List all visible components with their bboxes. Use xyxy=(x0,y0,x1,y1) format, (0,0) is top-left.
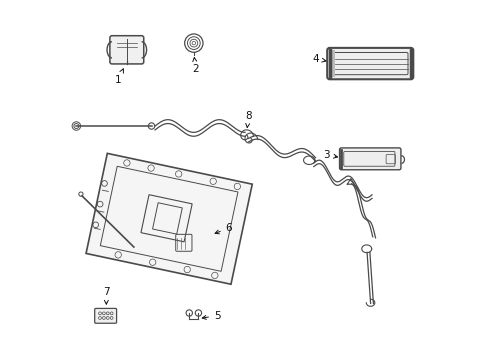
Text: 6: 6 xyxy=(215,223,232,234)
Polygon shape xyxy=(86,153,252,284)
Text: 5: 5 xyxy=(202,311,220,321)
Text: 1: 1 xyxy=(115,69,123,85)
Text: 8: 8 xyxy=(245,111,252,127)
Text: 3: 3 xyxy=(323,150,338,160)
FancyBboxPatch shape xyxy=(95,309,117,323)
FancyBboxPatch shape xyxy=(327,48,413,79)
FancyBboxPatch shape xyxy=(330,50,335,77)
Text: 4: 4 xyxy=(313,54,326,64)
Text: 7: 7 xyxy=(103,287,110,304)
Text: 2: 2 xyxy=(192,58,199,74)
FancyBboxPatch shape xyxy=(340,148,401,170)
FancyBboxPatch shape xyxy=(110,36,144,64)
